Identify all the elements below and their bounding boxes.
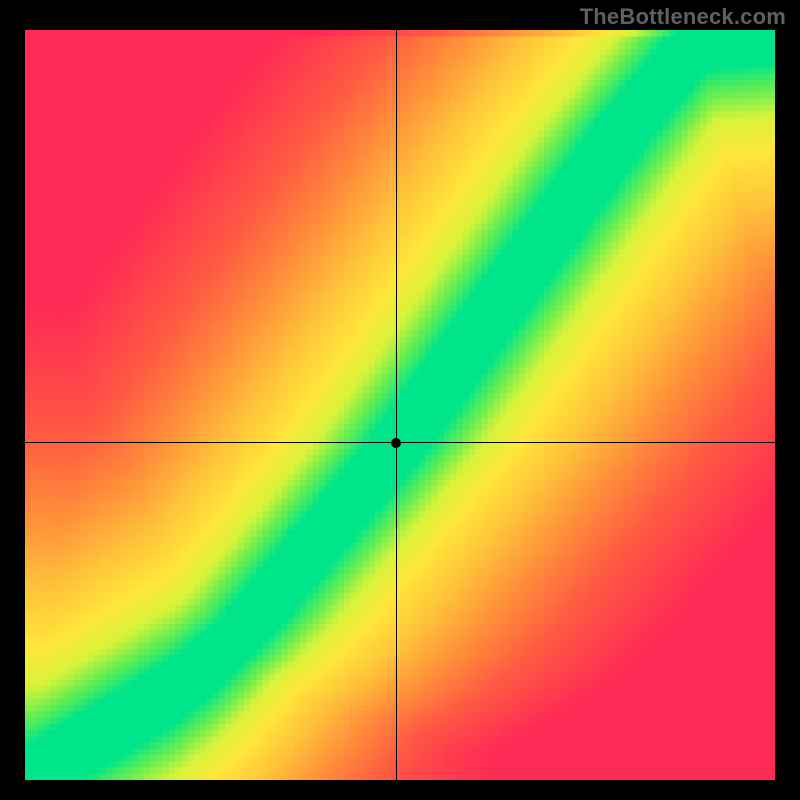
chart-frame: TheBottleneck.com bbox=[0, 0, 800, 800]
crosshair-marker bbox=[391, 438, 401, 448]
heatmap-plot bbox=[25, 30, 775, 780]
crosshair-vertical bbox=[396, 30, 397, 780]
heatmap-canvas bbox=[25, 30, 775, 780]
watermark-text: TheBottleneck.com bbox=[580, 4, 786, 30]
